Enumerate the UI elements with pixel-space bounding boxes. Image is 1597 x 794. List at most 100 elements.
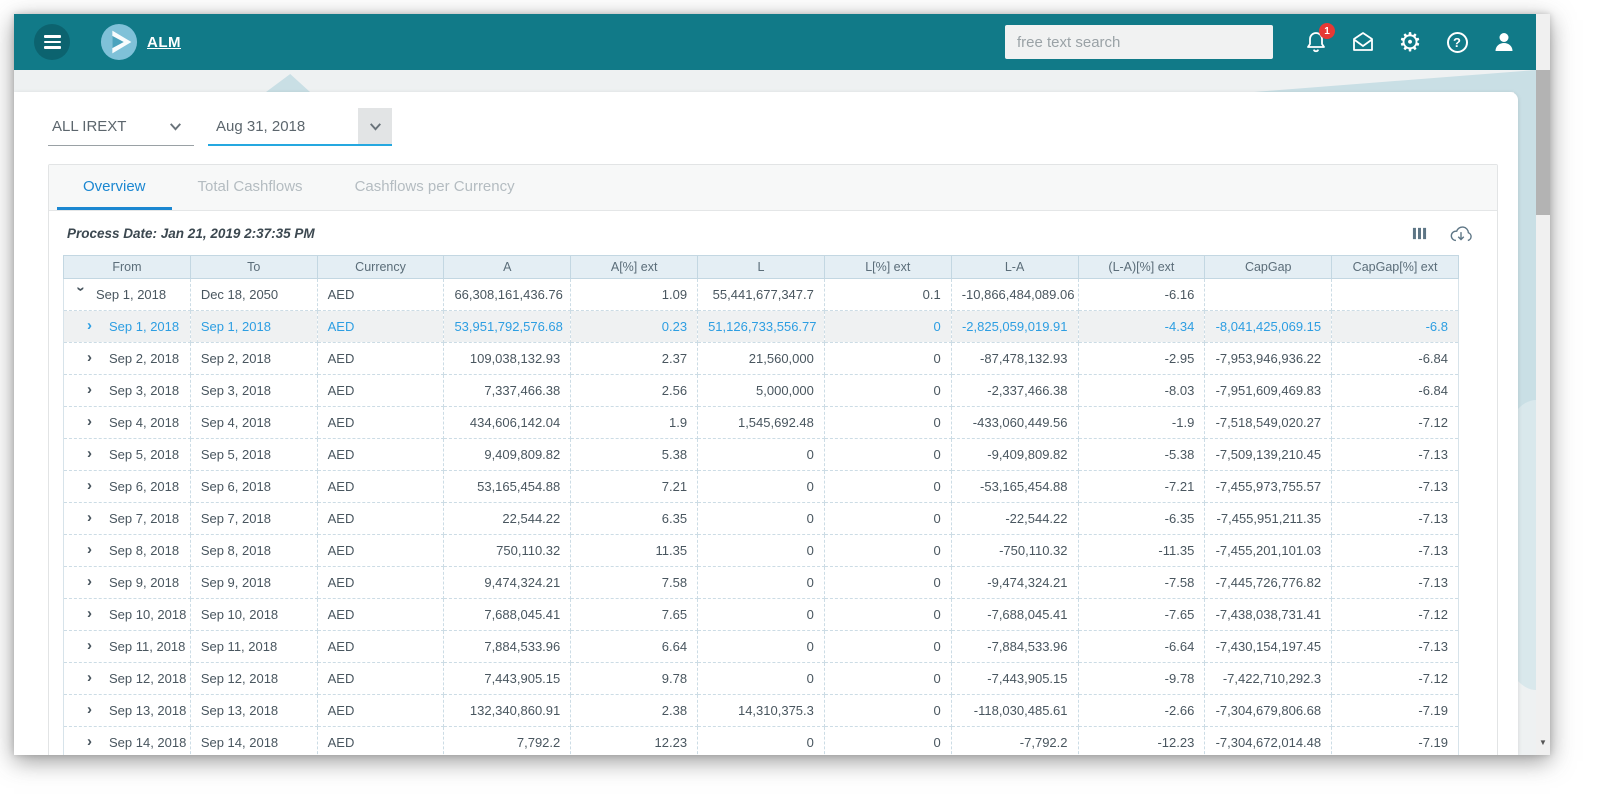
decor-shape	[1254, 70, 1536, 92]
table-row[interactable]: › Sep 1, 2018 Sep 1, 2018 AED 53,951,792,576…	[63, 310, 1459, 343]
cell: -7,443,905.15	[951, 662, 1079, 695]
cell-from: › Sep 12, 2018	[63, 662, 191, 695]
table-row[interactable]: › Sep 9, 2018 Sep 9, 2018 AED 9,474,324.21 7.…	[63, 566, 1459, 599]
export-download-button[interactable]	[1449, 222, 1473, 244]
expand-row-icon[interactable]: ›	[87, 733, 92, 750]
app-header: ALM 1 ⚙ ?	[14, 14, 1536, 70]
cell: 0	[824, 470, 952, 503]
cell-from: › Sep 5, 2018	[63, 438, 191, 471]
expand-row-icon[interactable]: ›	[87, 445, 92, 462]
table-row[interactable]: › Sep 10, 2018 Sep 10, 2018 AED 7,688,045.41…	[63, 598, 1459, 631]
expand-row-icon[interactable]: ›	[87, 669, 92, 686]
tab-overview[interactable]: Overview	[57, 165, 172, 210]
table-row[interactable]: › Sep 7, 2018 Sep 7, 2018 AED 22,544.22 6.35 0…	[63, 502, 1459, 535]
cell: -7.65	[1078, 598, 1206, 631]
cell: 0	[824, 406, 952, 439]
tab-total-cashflows[interactable]: Total Cashflows	[197, 177, 303, 195]
table-row[interactable]: › Sep 1, 2018 Dec 18, 2050 AED 66,308,161,43…	[63, 278, 1459, 311]
cell: 0	[824, 598, 952, 631]
expand-row-icon[interactable]: ›	[87, 605, 92, 622]
column-header-l-a[interactable]: L-A	[950, 255, 1079, 279]
table-row[interactable]: › Sep 2, 2018 Sep 2, 2018 AED 109,038,132.93…	[63, 342, 1459, 375]
portfolio-select-value: ALL IREXT	[52, 118, 127, 135]
table-row[interactable]: › Sep 6, 2018 Sep 6, 2018 AED 53,165,454.88 7…	[63, 470, 1459, 503]
hamburger-icon	[43, 35, 61, 38]
column-header-from[interactable]: From	[63, 255, 191, 279]
table-row[interactable]: › Sep 8, 2018 Sep 8, 2018 AED 750,110.32 11.3…	[63, 534, 1459, 567]
expand-row-icon[interactable]: ›	[87, 573, 92, 590]
profile-button[interactable]	[1490, 28, 1518, 56]
expand-row-icon[interactable]: ›	[87, 477, 92, 494]
cell: AED	[317, 694, 445, 727]
table-row[interactable]: › Sep 5, 2018 Sep 5, 2018 AED 9,409,809.82 5.…	[63, 438, 1459, 471]
column-header-l[interactable]: L	[697, 255, 825, 279]
cell: -7.13	[1331, 534, 1459, 567]
expand-row-icon[interactable]: ›	[87, 541, 92, 558]
date-select[interactable]: Aug 31, 2018	[208, 108, 392, 146]
expand-row-icon[interactable]: ›	[87, 637, 92, 654]
cell-from: › Sep 14, 2018	[63, 726, 191, 755]
tab-cashflows-per-currency[interactable]: Cashflows per Currency	[354, 177, 515, 195]
cell: AED	[317, 470, 445, 503]
column-header-a-ext[interactable]: A[%] ext	[570, 255, 699, 279]
cell: -7,509,139,210.45	[1204, 438, 1333, 471]
cell: -7.13	[1331, 438, 1459, 471]
table-row[interactable]: › Sep 11, 2018 Sep 11, 2018 AED 7,884,533.96…	[63, 630, 1459, 663]
table-row[interactable]: › Sep 14, 2018 Sep 14, 2018 AED 7,792.2 12.23…	[63, 726, 1459, 755]
app-logo-link[interactable]: ALM	[100, 23, 181, 61]
expand-row-icon[interactable]: ›	[87, 317, 92, 334]
column-header-currency[interactable]: Currency	[316, 255, 445, 279]
collapse-row-icon[interactable]: ›	[72, 286, 90, 292]
cell: 1.9	[570, 406, 699, 439]
scrollbar-down-arrow[interactable]: ▼	[1539, 738, 1547, 747]
column-header-capgap[interactable]: CapGap	[1204, 255, 1333, 279]
help-button[interactable]: ?	[1443, 28, 1471, 56]
cell: 0	[697, 566, 825, 599]
table-row[interactable]: › Sep 12, 2018 Sep 12, 2018 AED 7,443,905.15…	[63, 662, 1459, 695]
cell: 53,165,454.88	[443, 470, 572, 503]
notification-badge: 1	[1319, 23, 1335, 39]
cell: Sep 14, 2018	[190, 726, 318, 755]
column-header-l-ext[interactable]: L[%] ext	[823, 255, 952, 279]
expand-row-icon[interactable]: ›	[87, 381, 92, 398]
cell: -9.78	[1078, 662, 1206, 695]
column-header--l-a-ext[interactable]: (L-A)[%] ext	[1077, 255, 1206, 279]
cell: AED	[317, 438, 445, 471]
column-header-to[interactable]: To	[189, 255, 318, 279]
notifications-button[interactable]: 1	[1302, 23, 1335, 56]
cell: 0	[697, 598, 825, 631]
column-header-capgap-ext[interactable]: CapGap[%] ext	[1331, 255, 1459, 279]
cell: -7,953,946,936.22	[1204, 342, 1333, 375]
cell: 2.38	[570, 694, 699, 727]
date-dropdown-button[interactable]	[358, 108, 392, 144]
column-settings-button[interactable]	[1407, 222, 1431, 244]
expand-row-icon[interactable]: ›	[87, 413, 92, 430]
cell: Sep 11, 2018	[190, 630, 318, 663]
portfolio-select[interactable]: ALL IREXT	[48, 108, 194, 146]
table-row[interactable]: › Sep 4, 2018 Sep 4, 2018 AED 434,606,142.04…	[63, 406, 1459, 439]
cell: -87,478,132.93	[951, 342, 1079, 375]
column-header-a[interactable]: A	[443, 255, 572, 279]
panel-toolbar: Process Date: Jan 21, 2019 2:37:35 PM	[49, 211, 1497, 255]
cell: 0	[697, 630, 825, 663]
table-row[interactable]: › Sep 13, 2018 Sep 13, 2018 AED 132,340,860.…	[63, 694, 1459, 727]
window-scrollbar[interactable]: ▼	[1536, 14, 1550, 755]
expand-row-icon[interactable]: ›	[87, 349, 92, 366]
cell: 0	[824, 342, 952, 375]
expand-row-icon[interactable]: ›	[87, 509, 92, 526]
table-row[interactable]: › Sep 3, 2018 Sep 3, 2018 AED 7,337,466.38 2.…	[63, 374, 1459, 407]
scrollbar-thumb[interactable]	[1536, 70, 1550, 215]
cell: -7.13	[1331, 630, 1459, 663]
expand-row-icon[interactable]: ›	[87, 701, 92, 718]
cell: 0	[824, 374, 952, 407]
cell: -22,544.22	[951, 502, 1079, 535]
settings-button[interactable]: ⚙	[1396, 28, 1424, 56]
cell: 0	[824, 534, 952, 567]
gear-icon: ⚙	[1398, 27, 1422, 57]
app-title: ALM	[147, 33, 181, 51]
envelope-icon	[1353, 32, 1373, 51]
messages-button[interactable]	[1349, 28, 1377, 56]
menu-button[interactable]	[34, 24, 70, 60]
cell: 55,441,677,347.7	[697, 278, 825, 311]
search-input[interactable]	[1005, 25, 1273, 59]
